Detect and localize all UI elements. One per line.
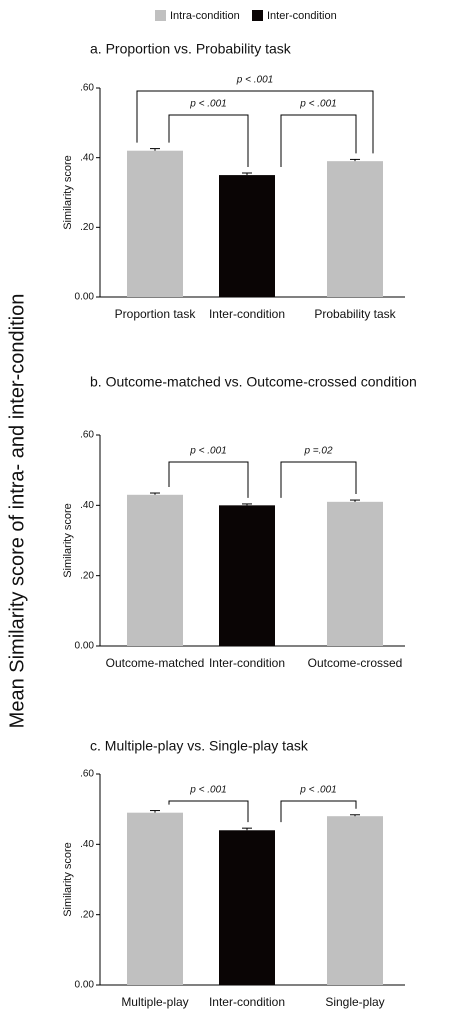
legend-label: Intra-condition xyxy=(170,10,240,22)
y-tick-label: .60 xyxy=(80,83,94,94)
significance-bracket xyxy=(280,461,357,498)
bar xyxy=(219,175,275,297)
significance-bracket xyxy=(168,461,249,498)
y-tick-label: .40 xyxy=(80,500,94,511)
y-axis-label: Similarity score xyxy=(62,503,74,578)
chart-title: a. Proportion vs. Probability task xyxy=(90,41,292,57)
legend-swatch xyxy=(252,10,263,21)
bar xyxy=(327,161,383,297)
y-tick-label: 0.00 xyxy=(75,641,95,652)
significance-label: p < .001 xyxy=(236,75,273,86)
significance-bracket xyxy=(136,90,374,154)
x-tick-label: Proportion task xyxy=(115,307,197,321)
significance-bracket xyxy=(280,800,357,823)
significance-label: p < .001 xyxy=(189,99,226,110)
x-tick-label: Probability task xyxy=(314,307,396,321)
chart-title: b. Outcome-matched vs. Outcome-crossed c… xyxy=(90,374,417,390)
x-tick-label: Outcome-crossed xyxy=(308,656,403,670)
y-tick-label: .60 xyxy=(80,769,94,780)
bar xyxy=(327,816,383,985)
x-tick-label: Multiple-play xyxy=(121,995,188,1009)
bar xyxy=(327,501,383,646)
significance-label: p < .001 xyxy=(189,446,226,457)
x-tick-label: Inter-condition xyxy=(209,656,285,670)
x-tick-label: Inter-condition xyxy=(209,995,285,1009)
y-tick-label: 0.00 xyxy=(75,980,95,991)
x-tick-label: Inter-condition xyxy=(209,307,285,321)
y-tick-label: 0.00 xyxy=(75,292,95,303)
y-axis-label: Similarity score xyxy=(62,155,74,230)
y-tick-label: .40 xyxy=(80,839,94,850)
significance-label: p < .001 xyxy=(189,785,226,796)
chart-title: c. Multiple-play vs. Single-play task xyxy=(90,738,309,754)
y-tick-label: .20 xyxy=(80,570,94,581)
bar xyxy=(127,812,183,985)
bar xyxy=(219,505,275,646)
y-tick-label: .20 xyxy=(80,909,94,920)
significance-bracket xyxy=(168,800,249,823)
bar xyxy=(127,494,183,646)
significance-bracket xyxy=(280,114,357,167)
y-tick-label: .60 xyxy=(80,430,94,441)
y-tick-label: .20 xyxy=(80,222,94,233)
figure-y-label: Mean Similarity score of intra- and inte… xyxy=(6,294,28,729)
significance-bracket xyxy=(168,114,249,167)
bar xyxy=(127,150,183,297)
bar xyxy=(219,830,275,985)
x-tick-label: Outcome-matched xyxy=(106,656,205,670)
significance-label: p < .001 xyxy=(299,99,336,110)
y-axis-label: Similarity score xyxy=(62,842,74,917)
legend-label: Inter-condition xyxy=(267,10,337,22)
x-tick-label: Single-play xyxy=(325,995,384,1009)
significance-label: p =.02 xyxy=(303,446,333,457)
y-tick-label: .40 xyxy=(80,152,94,163)
legend-swatch xyxy=(155,10,166,21)
significance-label: p < .001 xyxy=(299,785,336,796)
